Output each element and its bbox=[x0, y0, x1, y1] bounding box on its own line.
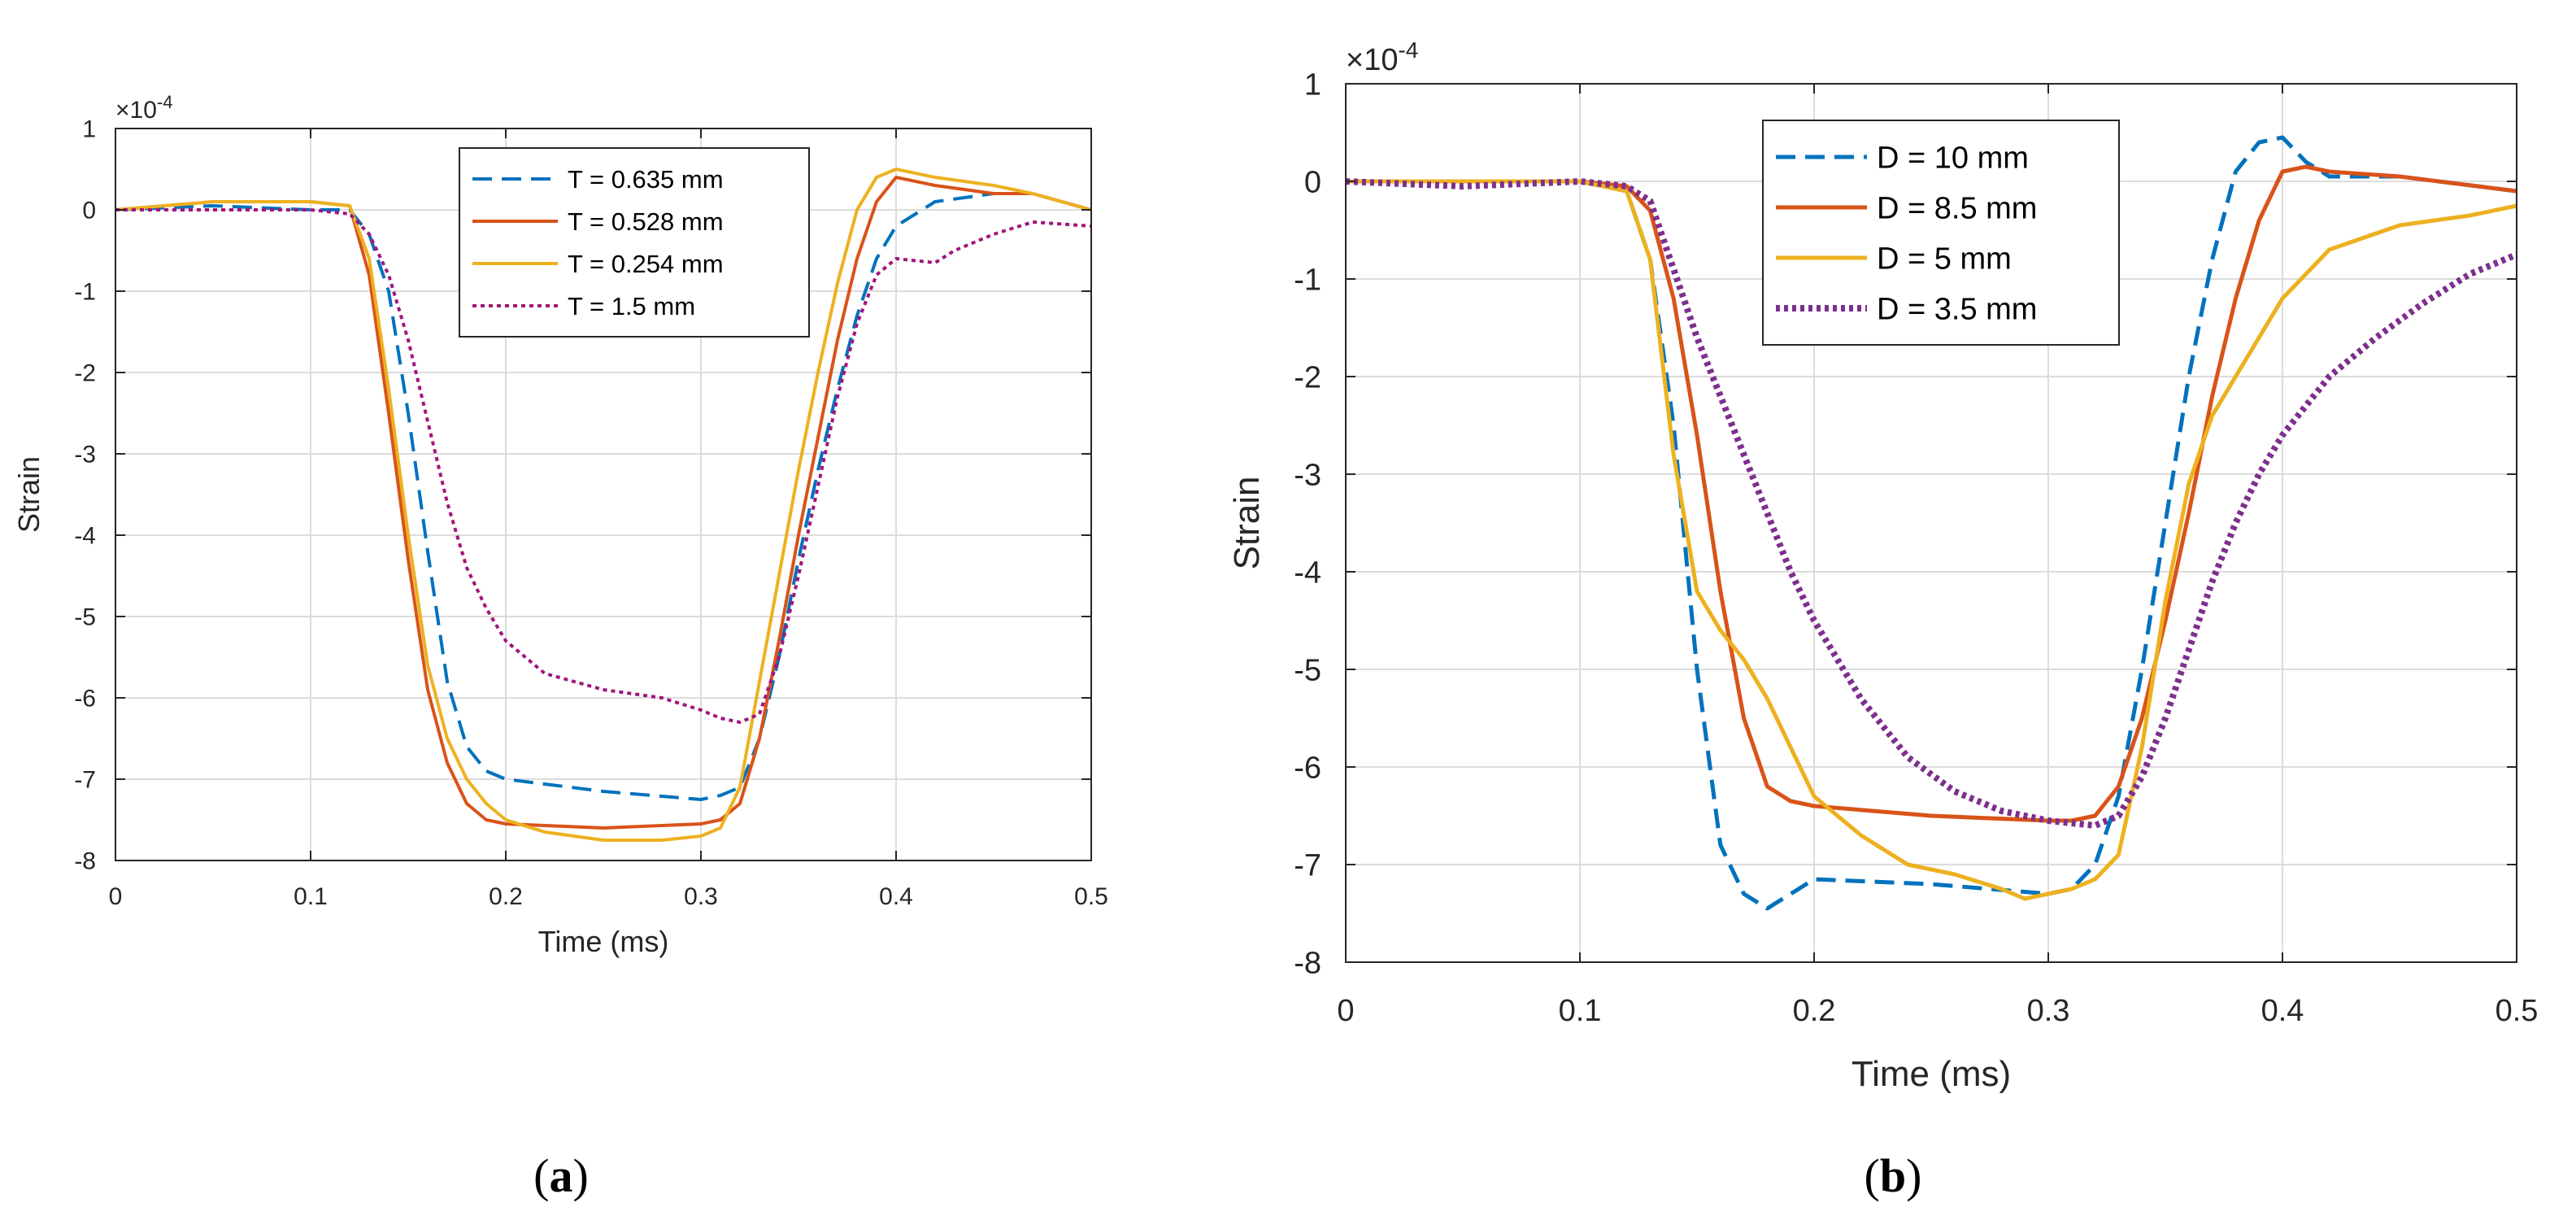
panel-a-y-axis-label: Strain bbox=[12, 456, 46, 533]
panel-a-exponent-power: -4 bbox=[157, 92, 173, 112]
panel-b-x-tick-label: 0 bbox=[1337, 994, 1354, 1028]
panel-b-y-tick-label: -3 bbox=[1294, 458, 1321, 492]
panel-a-caption: (a) bbox=[533, 1149, 589, 1202]
panel-b-legend-label-2: D = 8.5 mm bbox=[1877, 192, 2037, 226]
panel-b-x-tick-label: 0.3 bbox=[2027, 994, 2070, 1028]
panel-b-x-tick-label: 0.5 bbox=[2496, 994, 2539, 1028]
panel-b-y-tick-label: 1 bbox=[1304, 68, 1321, 102]
panel-a-y-tick-label: -7 bbox=[74, 767, 96, 794]
panel-a-x-tick-label: 0.2 bbox=[489, 883, 523, 910]
panel-a-legend-label-1: T = 0.635 mm bbox=[568, 165, 724, 194]
panel-a-y-tick-label: -4 bbox=[74, 523, 96, 550]
panel-b-series-line-4 bbox=[1345, 178, 2518, 829]
panel-a-exponent-label: ×10-4 bbox=[115, 92, 172, 124]
panel-a-axes-box bbox=[115, 128, 1092, 861]
panel-a-y-tick-label: -8 bbox=[74, 848, 96, 875]
panel-a-y-tick-label: -2 bbox=[74, 360, 96, 387]
panel-b-x-axis-label: Time (ms) bbox=[1852, 1054, 2011, 1094]
panel-a-exponent-base: ×10 bbox=[115, 97, 157, 124]
panel-b-y-tick-label: -7 bbox=[1294, 848, 1321, 882]
panel-b-chart: 0 0.1 0.2 0.3 0.4 0.510-1-2-3-4-5-6-7-8×10-4T… bbox=[1227, 37, 2538, 1202]
panel-b-series-line-3 bbox=[1346, 179, 2517, 901]
panel-b-caption-letter: b bbox=[1880, 1149, 1906, 1202]
panel-a-y-tick-label: 0 bbox=[82, 198, 96, 224]
panel-a-x-tick-label: 0.5 bbox=[1074, 883, 1108, 910]
panel-a-chart: 0 0.1 0.2 0.3 0.4 0.510-1-2-3-4-5-6-7-8×10-4T… bbox=[12, 92, 1108, 1202]
panel-b-axes-box bbox=[1345, 83, 2517, 963]
panel-b-x-tick-label: 0.4 bbox=[2261, 994, 2304, 1028]
panel-b-legend-label-4: D = 3.5 mm bbox=[1877, 293, 2037, 327]
panel-b-y-tick-label: -1 bbox=[1294, 263, 1321, 297]
panel-a-x-tick-label: 0 bbox=[109, 883, 123, 910]
panel-a-caption-letter: a bbox=[550, 1149, 573, 1202]
panel-b-y-tick-label: -4 bbox=[1294, 556, 1321, 590]
panel-a-y-tick-label: -6 bbox=[74, 686, 96, 712]
panel-a-legend-label-2: T = 0.528 mm bbox=[568, 207, 724, 236]
panel-b-caption: (b) bbox=[1865, 1149, 1922, 1202]
panel-b-legend-label-3: D = 5 mm bbox=[1877, 242, 2012, 277]
panel-a-series-line-2 bbox=[115, 176, 1092, 830]
panel-a-x-tick-label: 0.3 bbox=[684, 883, 718, 910]
panel-a-series-line-1 bbox=[115, 192, 1092, 801]
panel-b-y-tick-label: 0 bbox=[1304, 165, 1321, 199]
panel-a-legend-label-3: T = 0.254 mm bbox=[568, 250, 724, 278]
panel-b-y-axis-label: Strain bbox=[1227, 477, 1267, 570]
panel-b-exponent-base: ×10 bbox=[1346, 43, 1398, 77]
panel-a-y-tick-label: -5 bbox=[74, 604, 96, 631]
panel-a-series-line-3 bbox=[115, 168, 1092, 842]
panel-a-y-tick-label: 1 bbox=[82, 116, 96, 143]
panel-b-legend-label-1: D = 10 mm bbox=[1877, 142, 2029, 176]
panel-b-x-tick-label: 0.1 bbox=[1559, 994, 1602, 1028]
panel-a-x-axis-label: Time (ms) bbox=[538, 925, 669, 958]
panel-b-x-tick-label: 0.2 bbox=[1793, 994, 1836, 1028]
panel-b-y-tick-label: -8 bbox=[1294, 946, 1321, 980]
panel-a-legend-label-4: T = 1.5 mm bbox=[568, 292, 695, 320]
panel-a-y-tick-label: -3 bbox=[74, 442, 96, 468]
panel-b-y-tick-label: -2 bbox=[1294, 360, 1321, 394]
panel-a-y-tick-label: -1 bbox=[74, 279, 96, 306]
panel-b-y-tick-label: -5 bbox=[1294, 653, 1321, 687]
panel-a-x-tick-label: 0.1 bbox=[294, 883, 328, 910]
panel-b-series-line-2 bbox=[1346, 164, 2517, 823]
panel-b-exponent-label: ×10-4 bbox=[1346, 37, 1418, 77]
panel-b-y-tick-label: -6 bbox=[1294, 751, 1321, 785]
panel-a-series-line-4 bbox=[115, 208, 1092, 724]
panel-b-exponent-power: -4 bbox=[1398, 37, 1418, 63]
panel-a-x-tick-label: 0.4 bbox=[879, 883, 913, 910]
